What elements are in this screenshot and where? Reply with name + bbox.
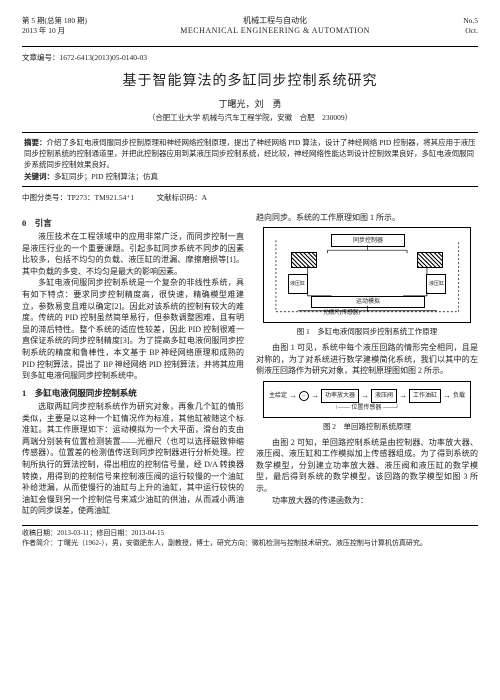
fig1-caption: 图 1 多缸电液伺服同步控制系统工作原理 (256, 327, 478, 338)
paper-title: 基于智能算法的多缸同步控制系统研究 (22, 72, 478, 92)
f2-in: 主给定 (269, 392, 287, 401)
f2-amp: 功率放大器 (321, 389, 359, 404)
footer-dates: 收稿日期：2013-03-11；修回日期：2013-04-15 (22, 529, 478, 539)
arrow-icon: → (289, 390, 297, 402)
arrow-icon: → (443, 390, 451, 402)
sec0-heading: 0 引言 (22, 217, 244, 229)
f2-sum: – (299, 391, 309, 401)
sec0-p2: 多缸电液伺服同步控制系统是一个复杂的非线性系统，具有如下特点：要求同步控制精度高… (22, 277, 244, 381)
after-fig2: 由图 2 可知，单回路控制系统是由控制器、功率放大器、液压阀、液压缸和工作模拟加… (256, 437, 478, 495)
sec1-heading: 1 多缸电液伺服同步控制系统 (22, 387, 244, 399)
figure-1: 同步控制器 液压缸 液压缸 运动模拟 光栅尺(传感器) (263, 227, 472, 323)
figure-2: 主给定→ –→ 功率放大器→ 液压阀→ 工作油缸→ 负载 ↑—— 位置传感器 —… (263, 381, 472, 418)
fig2-caption: 图 2 单回路控制系统原理 (256, 422, 478, 433)
arrow-icon: → (361, 390, 369, 402)
authors: 丁曙光，刘 勇 (22, 98, 478, 111)
date: 2013 年 10 月 (22, 26, 87, 36)
right-column: 趋向同步。系统的工作原理如图 1 所示。 同步控制器 液压缸 液压缸 运动模拟 … (256, 212, 478, 517)
article-id: 文章编号：1672-6413(2013)05-0140-03 (22, 53, 478, 64)
sec1-p2: 趋向同步。系统的工作原理如图 1 所示。 (256, 212, 478, 224)
mon: Oct. (463, 26, 478, 36)
journal-cn: 机械工程与自动化 (180, 16, 370, 26)
no: No.5 (463, 16, 478, 26)
fig1-wires (268, 232, 467, 318)
f2-cyl: 工作油缸 (409, 389, 441, 404)
abstract-label: 摘要： (24, 138, 47, 147)
after-fig1: 由图 1 可见，系统中每个液压回路的情形完全相同，且是对称的，为了对系统进行数学… (256, 342, 478, 377)
left-column: 0 引言 液压技术在工程领域中的应用非常广泛，而同步控制一直是液压行业的一个重要… (22, 212, 244, 517)
journal-en: MECHANICAL ENGINEERING & AUTOMATION (180, 26, 370, 36)
pwr-amp-line: 功率放大器的传递函数为： (256, 495, 478, 507)
affiliation: （合肥工业大学 机械与汽车工程学院，安徽 合肥 230009） (22, 113, 478, 124)
f2-valve: 液压阀 (371, 389, 397, 404)
abstract-text: 介绍了多缸电液伺服同步控制原理和神经网络控制原理，提出了神经网络 PID 算法，… (24, 138, 476, 170)
journal-header: 第 5 期(总第 180 期)2013 年 10 月 机械工程与自动化MECHA… (22, 16, 478, 47)
issue: 第 5 期(总第 180 期) (22, 16, 87, 26)
clc-line: 中图分类号：TP273：TM921.54⁺1 文献标识码：A (22, 193, 478, 204)
keywords-text: 多缸同步；PID 控制算法；仿真 (54, 172, 158, 181)
abstract-box: 摘要：介绍了多缸电液伺服同步控制原理和神经网络控制原理，提出了神经网络 PID … (22, 132, 478, 187)
footer: 收稿日期：2013-03-11；修回日期：2013-04-15 作者简介：丁曙光… (22, 525, 478, 549)
sec1-p1: 选取两缸同步控制系统作为研究对象，再象几个缸的情形类似，主要是以这种一个缸情况作… (22, 401, 244, 517)
keywords-label: 关键词： (24, 172, 54, 181)
f2-fb: 位置传感器 (351, 405, 381, 411)
arrow-icon: → (311, 390, 319, 402)
sec0-p1: 液压技术在工程领域中的应用非常广泛，而同步控制一直是液压行业的一个重要课题。引起… (22, 231, 244, 277)
f2-load: 负载 (453, 392, 465, 401)
footer-author: 作者简介：丁曙光（1962-），男，安徽肥东人，副教授，博士，研究方向：微机检测… (22, 539, 478, 549)
arrow-icon: → (399, 390, 407, 402)
